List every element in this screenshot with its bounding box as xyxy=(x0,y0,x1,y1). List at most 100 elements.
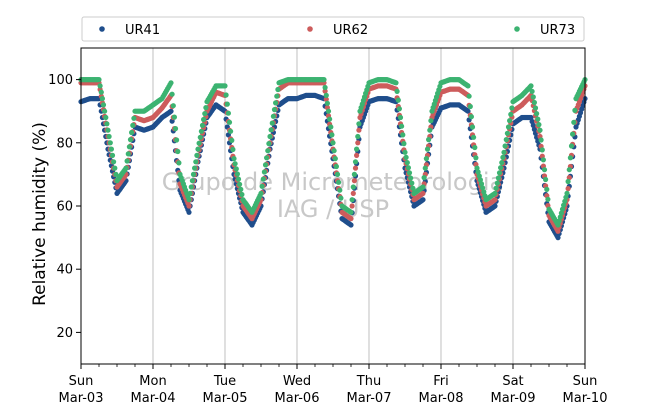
data-point xyxy=(168,80,174,86)
data-point xyxy=(198,128,204,134)
data-point xyxy=(106,133,112,140)
data-point xyxy=(273,100,279,106)
data-point xyxy=(189,178,195,184)
data-point xyxy=(405,165,411,171)
data-point xyxy=(232,161,238,167)
data-point xyxy=(559,206,566,212)
data-point xyxy=(324,100,330,106)
data-point xyxy=(420,190,426,196)
data-point xyxy=(355,140,361,146)
data-point xyxy=(555,235,561,241)
data-point xyxy=(475,169,481,175)
data-point xyxy=(492,203,498,209)
data-point xyxy=(566,175,572,181)
data-point xyxy=(271,107,278,113)
y-tick-label: 100 xyxy=(48,73,73,88)
data-point xyxy=(529,88,535,94)
x-tick-label-day: Thu xyxy=(356,374,381,389)
y-tick-label: 40 xyxy=(56,263,73,278)
data-point xyxy=(400,132,406,138)
data-point xyxy=(328,124,334,130)
data-point xyxy=(229,137,235,143)
data-point xyxy=(98,89,104,95)
legend-label: UR73 xyxy=(540,23,575,38)
data-point xyxy=(528,83,534,89)
legend-item-ur62: UR62 xyxy=(307,23,368,38)
data-point xyxy=(194,152,200,158)
data-point xyxy=(534,111,540,117)
data-point xyxy=(420,184,426,190)
legend-marker xyxy=(514,26,520,32)
data-point xyxy=(480,185,486,191)
data-point xyxy=(503,137,509,143)
data-point xyxy=(105,127,111,133)
x-tick-label-date: Mar-03 xyxy=(59,391,104,406)
data-point xyxy=(492,197,498,203)
data-point xyxy=(472,144,478,151)
data-point xyxy=(498,165,504,171)
x-tick-label-date: Mar-08 xyxy=(419,391,464,406)
data-point xyxy=(322,84,328,91)
data-point xyxy=(187,190,193,196)
data-point xyxy=(537,127,543,133)
data-point xyxy=(561,202,567,208)
data-point xyxy=(467,103,473,110)
x-tick-label-day: Tue xyxy=(213,374,236,389)
data-point xyxy=(565,178,571,185)
data-point xyxy=(113,171,119,177)
data-point xyxy=(104,121,110,127)
data-point xyxy=(348,222,354,228)
data-point xyxy=(356,121,362,127)
data-point xyxy=(351,171,357,177)
data-point xyxy=(395,97,401,103)
data-point xyxy=(237,181,243,187)
data-point xyxy=(354,152,360,158)
data-point xyxy=(481,189,487,195)
data-point xyxy=(349,203,355,209)
data-point xyxy=(399,123,405,129)
data-point xyxy=(97,83,103,89)
data-point xyxy=(226,119,233,125)
watermark-line-2: IAG / USP xyxy=(277,195,389,223)
data-point xyxy=(228,128,234,134)
data-point xyxy=(473,155,479,161)
data-point xyxy=(176,160,182,166)
data-point xyxy=(330,140,336,146)
data-point xyxy=(96,77,102,83)
data-point xyxy=(507,118,513,124)
data-point xyxy=(265,148,271,154)
data-point xyxy=(529,118,535,125)
data-point xyxy=(352,159,359,165)
data-point xyxy=(337,187,343,193)
data-point xyxy=(112,165,118,171)
x-tick-label-day: Fri xyxy=(433,374,449,389)
data-point xyxy=(197,134,203,140)
data-point xyxy=(331,148,337,154)
data-point xyxy=(422,165,428,171)
data-point xyxy=(355,133,361,140)
y-axis-title: Relative humidity (%) xyxy=(30,122,50,306)
data-point xyxy=(423,156,429,162)
data-point xyxy=(175,148,181,155)
data-point xyxy=(103,114,109,121)
data-point xyxy=(123,165,129,171)
data-point xyxy=(350,190,356,196)
data-point xyxy=(469,124,476,130)
data-point xyxy=(352,165,359,171)
data-point xyxy=(465,108,471,114)
data-point xyxy=(501,149,507,155)
data-point xyxy=(230,146,236,153)
data-point xyxy=(474,165,480,171)
data-point xyxy=(424,146,431,152)
data-point xyxy=(401,141,407,147)
data-point xyxy=(393,80,399,86)
data-point xyxy=(565,186,571,192)
data-point xyxy=(192,165,198,171)
data-point xyxy=(258,190,264,196)
watermark-line-1: Grupo de Micrometeorologia xyxy=(162,168,504,196)
data-point xyxy=(193,159,199,165)
data-point xyxy=(188,184,194,190)
data-point xyxy=(562,198,568,204)
data-point xyxy=(351,178,357,184)
data-point xyxy=(125,151,131,157)
